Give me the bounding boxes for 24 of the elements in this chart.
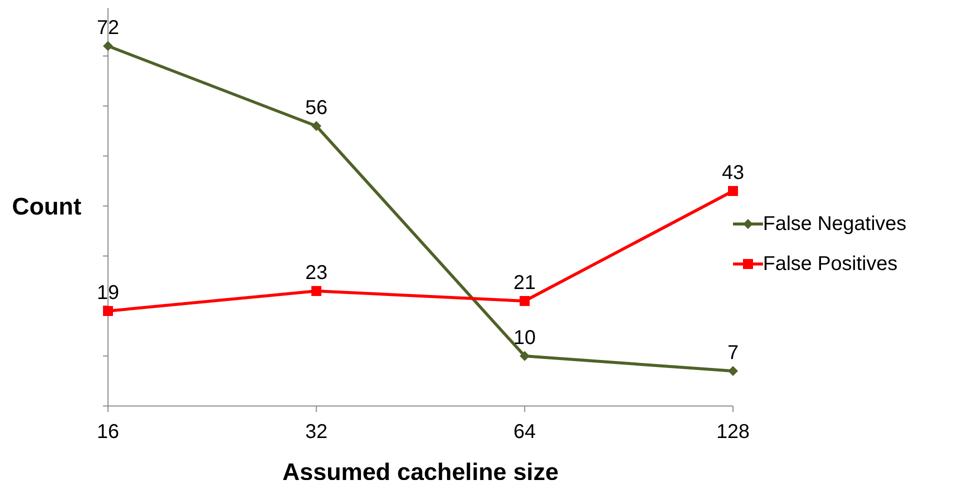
point — [103, 306, 113, 316]
legend-label: False Positives — [763, 252, 898, 276]
data-label: 21 — [514, 272, 536, 294]
point — [311, 286, 322, 296]
point — [520, 351, 530, 361]
x-tick-label: 32 — [305, 421, 328, 444]
data-label: 23 — [305, 262, 328, 284]
x-tick-label: 64 — [514, 421, 536, 444]
point — [728, 366, 738, 376]
data-label: 56 — [305, 97, 328, 119]
point — [520, 296, 530, 306]
y-axis-title: Count — [12, 194, 82, 221]
point — [311, 121, 322, 131]
data-label: 19 — [96, 282, 120, 304]
x-tick-label: 16 — [96, 421, 120, 444]
legend-label: False Negatives — [763, 212, 906, 236]
data-label: 7 — [727, 342, 739, 364]
data-label: 43 — [722, 162, 744, 184]
x-axis-title: Assumed cacheline size — [282, 459, 559, 486]
x-tick-label: 128 — [716, 421, 750, 444]
point — [103, 41, 113, 51]
data-label: 10 — [514, 327, 536, 349]
point — [728, 186, 738, 196]
data-label: 72 — [96, 17, 120, 39]
